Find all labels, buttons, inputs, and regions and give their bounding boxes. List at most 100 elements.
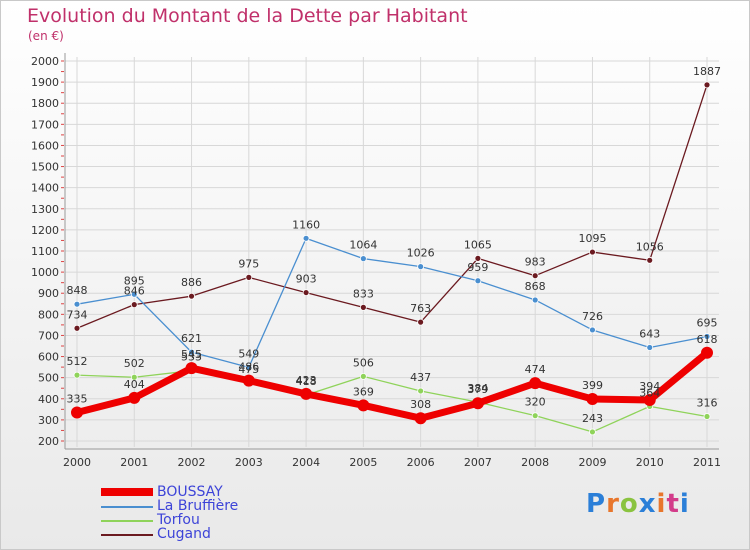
data-point-cugand [302,289,310,296]
data-label-la-bruffi-re: 549 [238,347,259,360]
data-label-boussay: 369 [353,385,374,398]
data-label-boussay: 394 [639,380,660,393]
data-point-la-bruffi-re [245,363,253,371]
data-label-torfou: 437 [410,371,431,384]
data-point-torfou [73,371,81,379]
data-label-boussay: 474 [525,363,546,376]
data-label-boussay: 404 [124,378,145,391]
data-label-la-bruffi-re: 1160 [292,218,320,231]
data-point-boussay [242,374,255,387]
series-line-la-bruffi-re [76,237,708,368]
data-label-torfou: 418 [296,375,317,388]
data-point-la-bruffi-re [302,234,310,242]
logo-letter: r [606,489,620,519]
data-point-boussay [529,377,542,390]
logo-letter: i [679,489,690,519]
data-label-torfou: 506 [353,356,374,369]
y-tick-label: 200 [38,435,59,448]
data-point-torfou [589,428,596,436]
x-tick-label: 2004 [292,456,320,469]
y-tick-label: 1500 [31,161,59,174]
data-point-la-bruffi-re [703,333,711,340]
data-point-boussay [185,362,198,375]
data-point-la-bruffi-re [589,326,596,334]
y-tick-label: 700 [38,329,59,342]
data-point-cugand [188,292,195,300]
data-point-boussay [300,387,313,400]
y-tick-label: 300 [38,414,59,427]
x-tick-label: 2007 [464,456,492,469]
legend-label-cugand: Cugand [157,526,211,542]
y-tick-label: 1200 [31,224,59,237]
data-label-torfou: 316 [697,397,718,410]
x-tick-label: 2008 [521,456,549,469]
data-point-boussay [643,394,656,407]
logo-letter: o [619,489,639,519]
data-point-boussay [414,412,427,425]
y-tick-label: 1700 [31,118,59,131]
data-label-la-bruffi-re: 848 [67,284,88,297]
data-label-boussay: 423 [296,374,317,387]
data-point-la-bruffi-re [646,344,654,351]
data-point-cugand [359,303,367,311]
logo-letter: x [638,489,657,519]
data-point-boussay [586,392,599,405]
data-label-torfou: 243 [582,412,603,425]
data-point-la-bruffi-re [417,263,425,271]
data-label-cugand: 833 [353,287,374,300]
data-point-torfou [359,372,367,380]
grid [65,57,719,447]
legend-swatch-la-bruffiere [101,506,153,508]
x-tick-label: 2001 [120,456,148,469]
data-label-la-bruffi-re: 959 [467,261,488,274]
data-label-cugand: 1065 [464,238,492,251]
chart-subtitle: (en €) [28,29,64,43]
data-point-cugand [531,272,539,280]
y-tick-label: 1100 [31,245,59,258]
data-label-la-bruffi-re: 1064 [349,239,377,252]
y-tick-label: 800 [38,308,59,321]
y-tick-label: 1300 [31,203,59,216]
y-tick-label: 1000 [31,266,59,279]
data-label-la-bruffi-re: 1026 [407,247,435,260]
data-label-boussay: 308 [410,398,431,411]
x-tick-label: 2002 [178,456,206,469]
y-tick-label: 500 [38,372,59,385]
data-label-cugand: 734 [67,308,88,321]
data-point-cugand [417,318,425,326]
series-line-cugand [76,84,708,329]
data-label-la-bruffi-re: 643 [639,327,660,340]
y-tick-label: 2000 [31,55,59,68]
data-point-la-bruffi-re [188,348,195,356]
data-point-torfou [703,413,711,420]
data-point-cugand [703,81,711,89]
x-tick-label: 2010 [636,456,664,469]
data-label-la-bruffi-re: 695 [697,317,718,330]
data-label-boussay: 335 [67,393,88,406]
data-point-boussay [471,397,484,410]
data-label-torfou: 384 [467,382,488,395]
data-label-torfou: 320 [525,396,546,409]
data-label-torfou: 512 [67,355,88,368]
legend-label-torfou: Torfou [157,512,200,528]
data-label-boussay: 545 [181,348,202,361]
data-labels: 734 846 886 975 903 833 763 1065 983 1095 1056 1887… [67,65,722,425]
data-point-boussay [357,399,370,412]
data-label-la-bruffi-re: 895 [124,274,145,287]
data-point-cugand [73,324,81,332]
data-point-torfou [531,412,539,420]
series-lines [71,81,713,436]
data-point-torfou [130,373,138,381]
data-point-cugand [130,301,138,309]
data-point-cugand [245,273,253,281]
data-point-la-bruffi-re [73,300,81,308]
logo-letter: P [586,489,607,519]
data-point-la-bruffi-re [531,296,539,304]
data-label-cugand: 1887 [693,65,721,78]
data-label-la-bruffi-re: 868 [525,280,546,293]
data-label-la-bruffi-re: 621 [181,332,202,345]
data-label-torfou: 475 [238,363,259,376]
data-point-boussay [71,406,83,419]
y-tick-label: 1800 [31,97,59,110]
